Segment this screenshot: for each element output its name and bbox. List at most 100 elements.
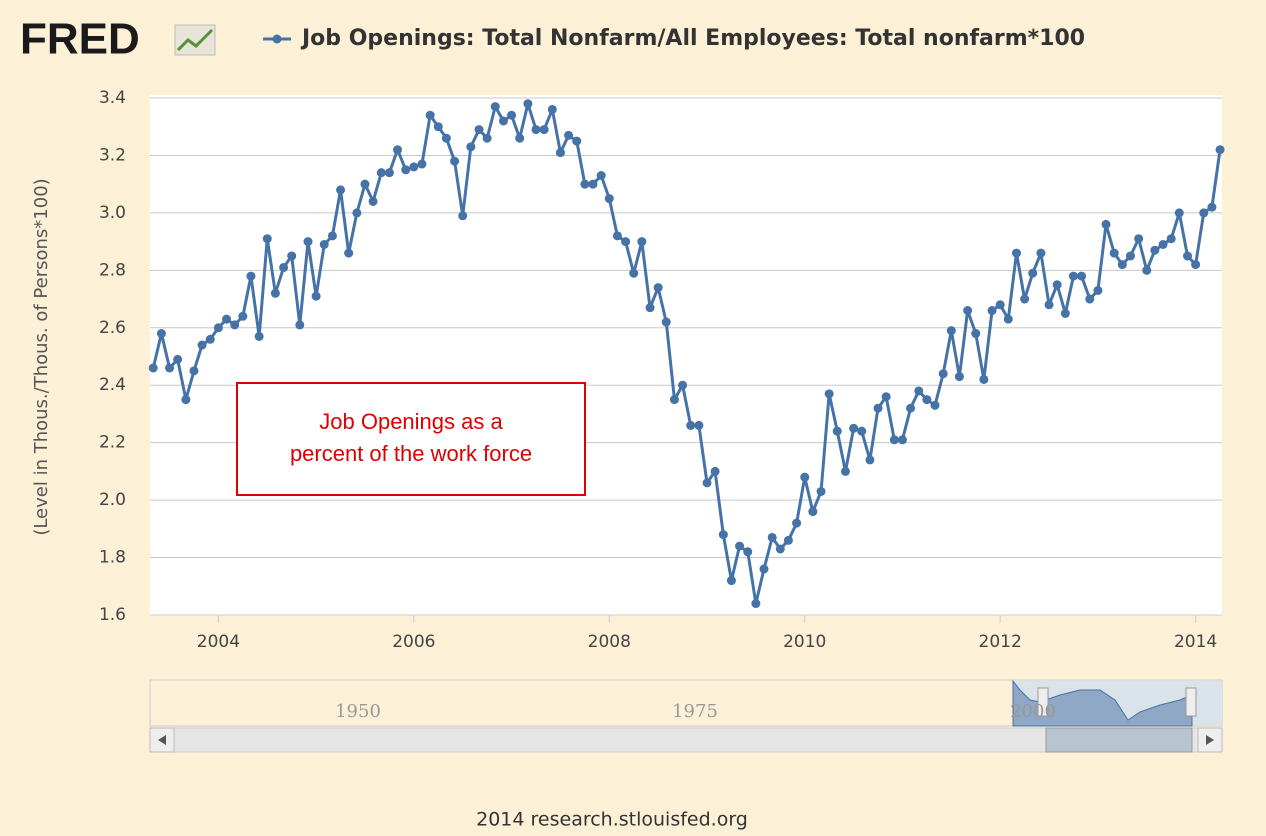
y-tick-label: 3.0 [99, 203, 126, 223]
x-tick-label: 2010 [783, 632, 826, 652]
data-point [1125, 251, 1135, 261]
data-point [694, 420, 704, 430]
data-point [181, 395, 191, 405]
data-point [1134, 234, 1144, 244]
data-point [425, 110, 435, 120]
y-tick-label: 2.8 [99, 260, 126, 280]
data-point [759, 564, 769, 574]
data-point [360, 179, 370, 189]
data-point [458, 211, 468, 221]
data-point [1207, 202, 1217, 212]
legend-label[interactable]: Job Openings: Total Nonfarm/All Employee… [300, 26, 1085, 51]
data-point [637, 237, 647, 247]
data-point [588, 179, 598, 189]
scrollbar-thumb[interactable] [1045, 727, 1193, 753]
data-point [889, 435, 899, 445]
data-point [580, 179, 590, 189]
data-point [824, 389, 834, 399]
data-point [808, 507, 818, 517]
data-point [857, 426, 867, 436]
data-point [1158, 239, 1168, 249]
y-tick-label: 2.0 [99, 490, 126, 510]
data-point [922, 395, 932, 405]
navigator-label: 2000 [1010, 701, 1056, 722]
data-point [1191, 260, 1201, 270]
data-point [1101, 219, 1111, 229]
data-point [238, 311, 248, 321]
logo-icon [174, 24, 216, 56]
annotation-box [236, 382, 586, 496]
data-point [564, 130, 574, 140]
data-point [384, 168, 394, 178]
data-point [507, 110, 517, 120]
legend-marker [272, 34, 282, 44]
navigator-handle[interactable] [1185, 687, 1197, 717]
data-point [686, 420, 696, 430]
data-point [726, 576, 736, 586]
data-point [621, 237, 631, 247]
data-point [1117, 260, 1127, 270]
data-point [1052, 280, 1062, 290]
data-point [165, 363, 175, 373]
data-point [1093, 285, 1103, 295]
x-tick-label: 2014 [1174, 632, 1217, 652]
scroll-right-arrow [1206, 735, 1214, 745]
data-point [336, 185, 346, 195]
plot-area [150, 95, 1222, 615]
annotation-line: Job Openings as a [319, 409, 503, 434]
data-point [197, 340, 207, 350]
data-point [669, 395, 679, 405]
data-point [490, 102, 500, 112]
navigator-label: 1950 [335, 701, 381, 722]
data-point [262, 234, 272, 244]
data-point [555, 148, 565, 158]
data-point [401, 165, 411, 175]
data-point [498, 116, 508, 126]
data-point [474, 125, 484, 135]
data-point [319, 239, 329, 249]
data-point [1020, 294, 1030, 304]
logo: FRED [20, 15, 140, 64]
data-point [1183, 251, 1193, 261]
data-point [230, 320, 240, 330]
data-point [1011, 248, 1021, 258]
data-point [653, 283, 663, 293]
data-point [1077, 271, 1087, 281]
data-point [718, 530, 728, 540]
data-point [376, 168, 386, 178]
data-point [1150, 245, 1160, 255]
data-point [572, 136, 582, 146]
annotation: Job Openings as a percent of the work fo… [290, 409, 532, 466]
source: 2014 research.stlouisfed.org [476, 809, 748, 831]
data-point [702, 478, 712, 488]
scrollbar-track[interactable] [149, 727, 1223, 753]
data-point [914, 386, 924, 396]
data-point [800, 472, 810, 482]
data-point [881, 392, 891, 402]
data-point [938, 369, 948, 379]
data-point [840, 466, 850, 476]
y-axis-label: (Level in Thous./Thous. of Persons*100) [31, 178, 52, 535]
data-point [1085, 294, 1095, 304]
data-point [979, 374, 989, 384]
data-point [311, 291, 321, 301]
x-tick-label: 2006 [392, 632, 435, 652]
data-point [629, 268, 639, 278]
data-point [295, 320, 305, 330]
data-point [832, 426, 842, 436]
data-point [946, 326, 956, 336]
y-tick-label: 2.6 [99, 318, 126, 338]
data-point [612, 231, 622, 241]
scroll-left-arrow [158, 735, 166, 745]
data-point [604, 194, 614, 204]
data-point [213, 323, 223, 333]
navigator-handle[interactable] [1037, 687, 1049, 717]
data-point [547, 104, 557, 114]
data-point [1036, 248, 1046, 258]
data-point [1068, 271, 1078, 281]
data-point [409, 162, 419, 172]
data-point [482, 133, 492, 143]
data-point [287, 251, 297, 261]
data-point [450, 156, 460, 166]
data-point [222, 314, 232, 324]
